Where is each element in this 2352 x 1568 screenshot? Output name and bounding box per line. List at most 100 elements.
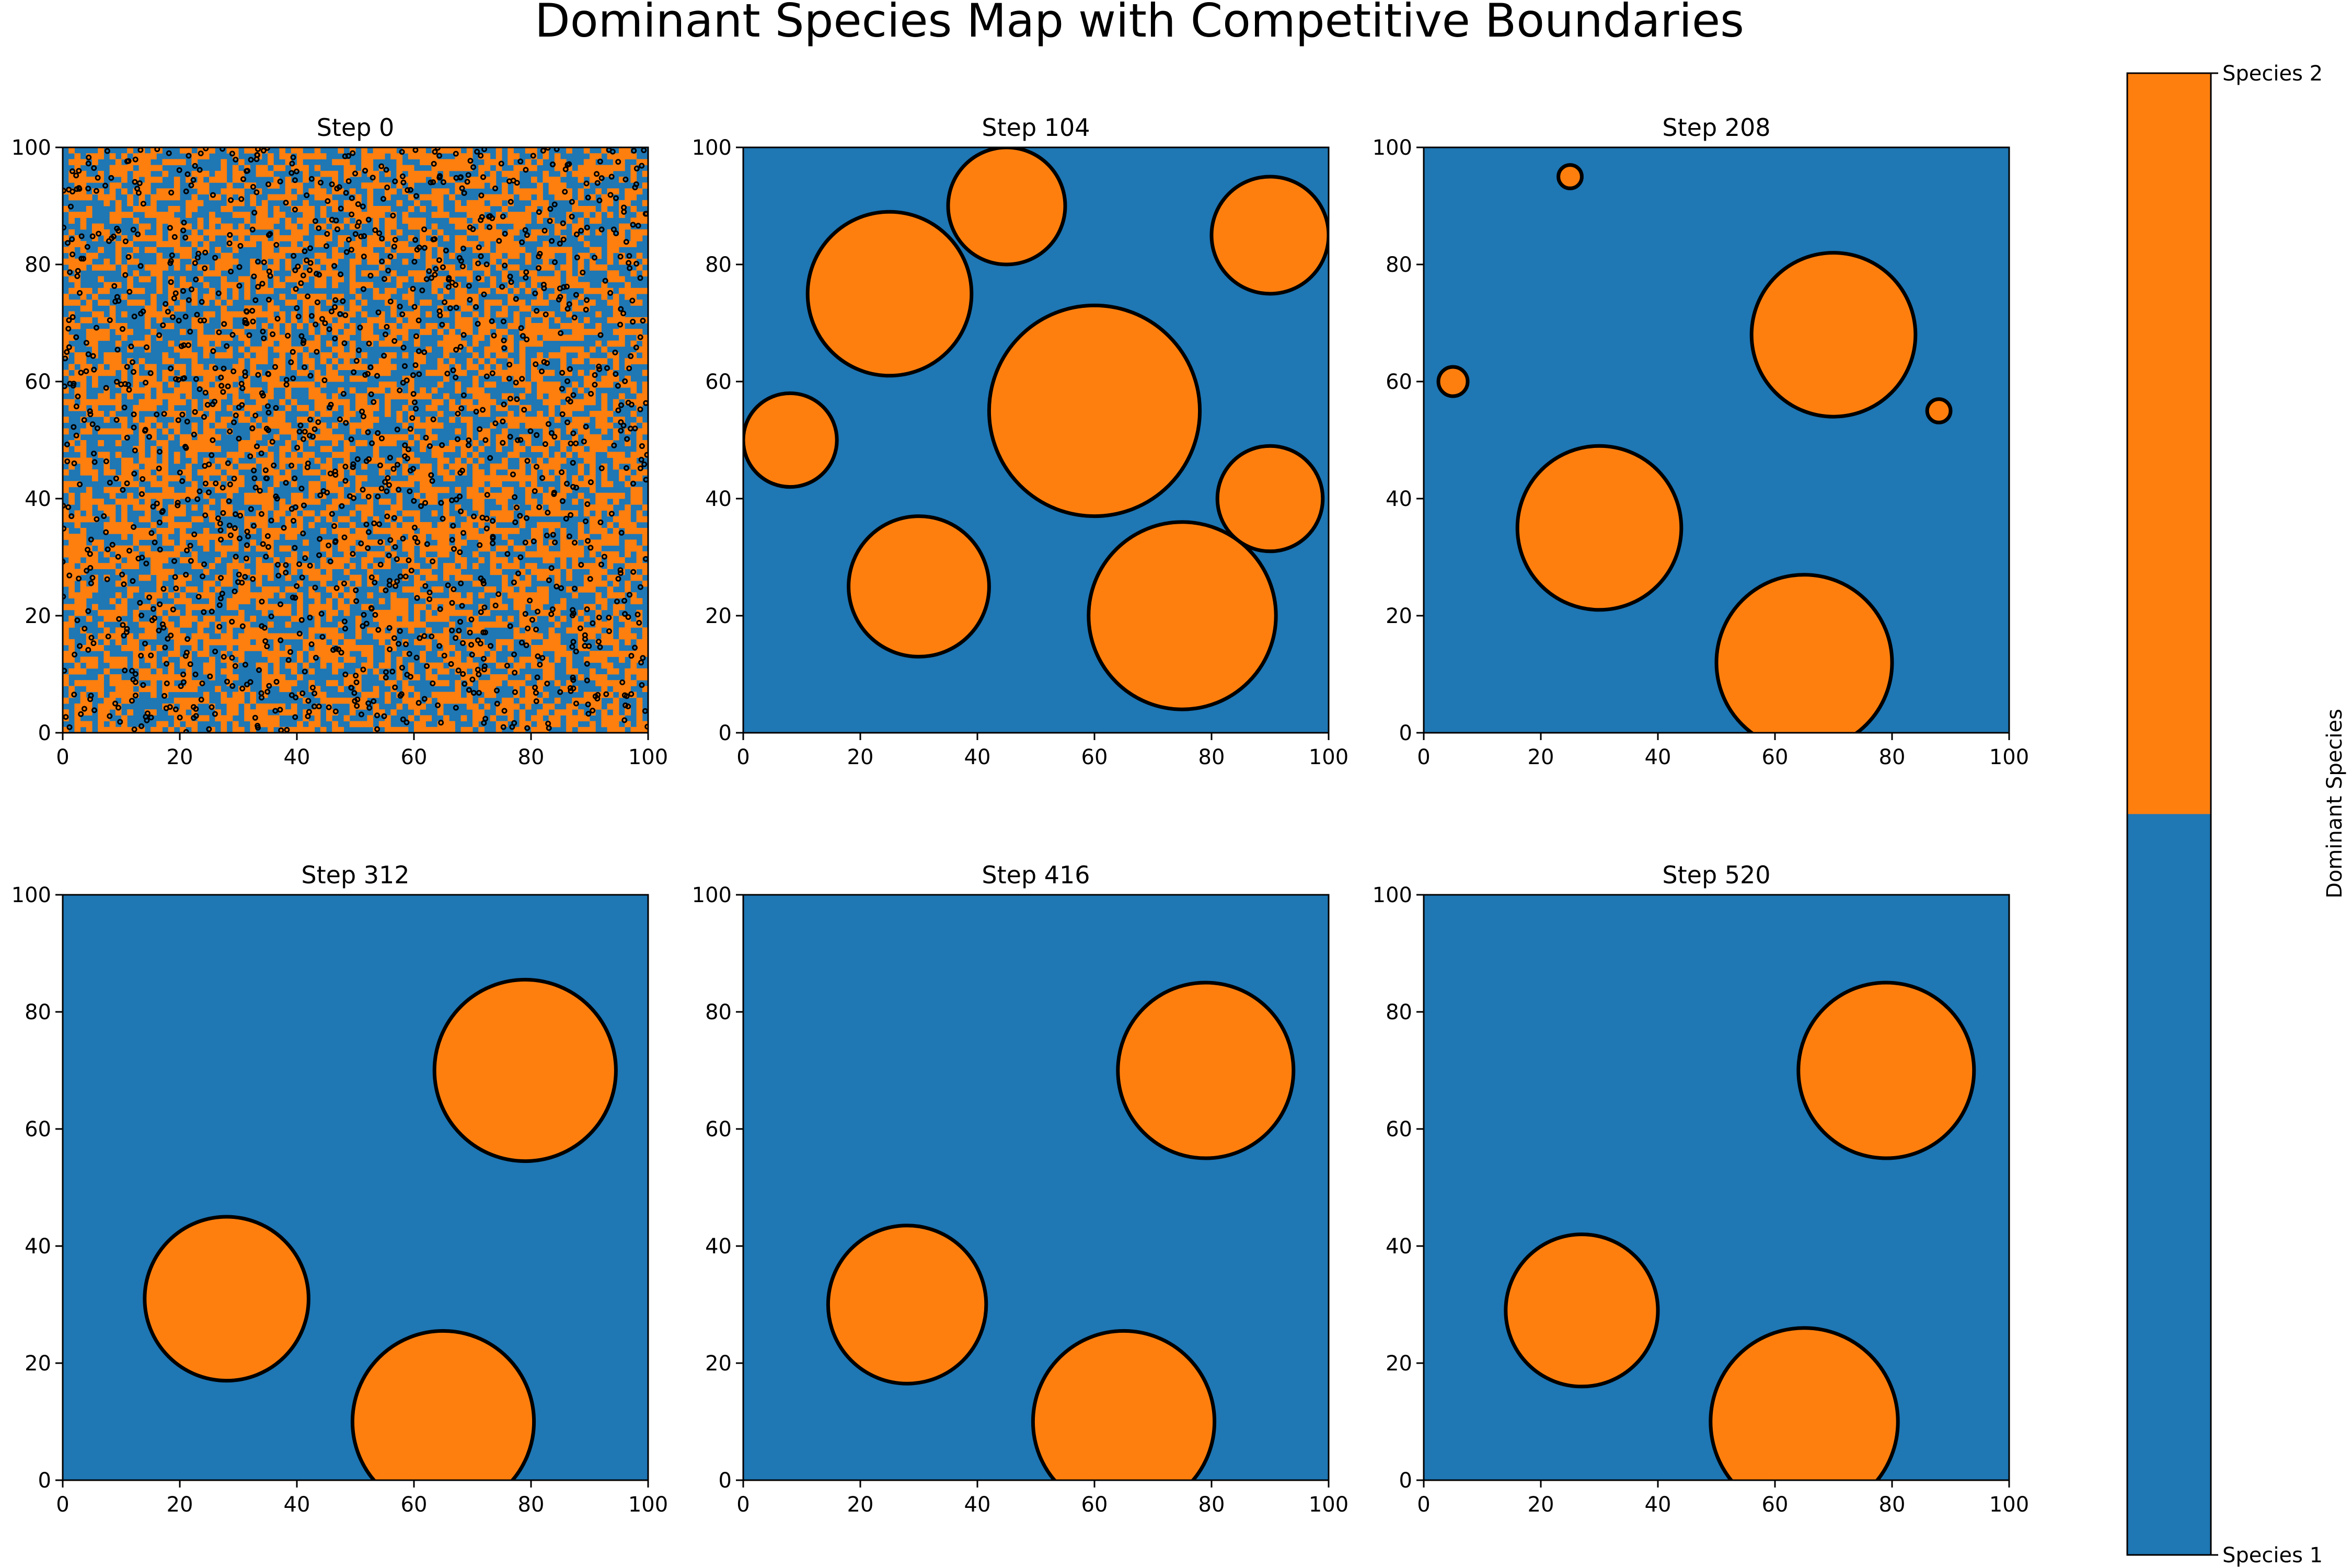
species-2-cell	[460, 574, 467, 581]
species-2-cell	[115, 217, 122, 224]
species-2-cell	[268, 287, 274, 294]
species-2-cell	[425, 264, 432, 271]
species-2-cell	[519, 393, 526, 400]
species-2-cell	[121, 680, 128, 686]
species-2-cell	[537, 662, 543, 669]
species-2-cell	[437, 586, 444, 593]
species-2-cell	[625, 428, 631, 435]
species-2-cell	[174, 177, 180, 183]
species-2-cell	[74, 177, 81, 183]
species-2-cell	[425, 329, 432, 335]
species-2-cell	[261, 709, 268, 716]
species-2-cell	[279, 417, 286, 423]
species-2-cell	[385, 545, 391, 552]
species-2-cell	[92, 405, 98, 411]
species-2-cell	[537, 522, 543, 528]
species-2-cell	[215, 586, 221, 593]
species-2-cell	[455, 387, 462, 394]
species-2-cell	[133, 463, 140, 470]
species-2-cell	[349, 223, 356, 230]
species-2-cell	[431, 528, 438, 534]
species-2-cell	[437, 188, 444, 195]
species-2-cell	[250, 264, 257, 271]
species-2-cell	[314, 499, 321, 505]
species-2-cell	[595, 252, 602, 259]
species-2-cell	[478, 170, 485, 177]
species-2-cell	[180, 715, 186, 722]
species-2-cell	[68, 241, 75, 247]
species-2-cell	[554, 352, 561, 359]
species-2-cell	[338, 586, 344, 593]
species-2-cell	[308, 481, 315, 488]
species-2-cell	[238, 364, 245, 371]
species-2-cell	[595, 382, 602, 388]
species-2-cell	[601, 463, 608, 470]
species-2-cell	[238, 170, 245, 177]
species-2-cell	[285, 299, 292, 306]
species-2-cell	[367, 422, 374, 429]
species-2-cell	[455, 557, 462, 563]
species-2-cell	[268, 387, 274, 394]
species-2-cell	[151, 235, 157, 241]
species-2-cell	[326, 715, 332, 722]
species-2-cell	[625, 545, 631, 552]
species-2-cell	[466, 457, 473, 464]
species-2-cell	[455, 680, 462, 686]
species-2-cell	[273, 586, 280, 593]
species-2-cell	[203, 580, 210, 587]
species-2-cell	[519, 417, 526, 423]
species-2-cell	[502, 586, 508, 593]
species-2-cell	[308, 153, 315, 159]
species-2-cell	[420, 276, 426, 283]
species-2-cell	[355, 194, 362, 201]
species-2-cell	[595, 621, 602, 628]
species-2-cell	[273, 194, 280, 201]
species-2-cell	[250, 346, 257, 353]
species-2-cell	[466, 492, 473, 499]
species-2-cell	[343, 446, 350, 452]
species-2-cell	[291, 633, 297, 640]
species-2-cell	[367, 499, 374, 505]
species-2-cell	[455, 528, 462, 534]
species-2-cell	[349, 352, 356, 359]
species-2-cell	[437, 200, 444, 206]
species-2-cell	[478, 411, 485, 417]
species-2-cell	[531, 370, 537, 376]
species-2-cell	[261, 446, 268, 452]
species-2-cell	[74, 727, 81, 733]
species-2-cell	[186, 387, 192, 394]
species-2-cell	[472, 200, 479, 206]
species-2-cell	[238, 188, 245, 195]
species-2-cell	[455, 457, 462, 464]
species-2-cell	[373, 270, 379, 276]
species-2-cell	[385, 557, 391, 563]
species-2-cell	[297, 229, 303, 236]
species-2-cell	[186, 440, 192, 446]
species-2-cell	[531, 645, 537, 651]
species-2-cell	[466, 428, 473, 435]
species-2-cell	[63, 709, 69, 716]
species-2-cell	[572, 335, 579, 341]
species-2-cell	[390, 609, 397, 616]
species-2-cell	[607, 252, 614, 259]
species-2-cell	[373, 668, 379, 675]
species-2-cell	[197, 329, 204, 335]
species-2-cell	[68, 457, 75, 464]
species-2-cell	[449, 270, 455, 276]
species-2-cell	[525, 487, 532, 493]
species-2-cell	[355, 627, 362, 634]
species-2-cell	[261, 311, 268, 318]
species-2-cell	[168, 674, 175, 681]
species-2-cell	[630, 475, 637, 481]
species-2-cell	[425, 715, 432, 722]
species-2-cell	[308, 422, 315, 429]
species-2-cell	[543, 639, 549, 645]
species-2-cell	[420, 656, 426, 663]
species-2-cell	[314, 282, 321, 289]
species-2-cell	[472, 528, 479, 534]
species-2-cell	[554, 282, 561, 289]
species-2-cell	[151, 534, 157, 540]
species-2-cell	[472, 258, 479, 265]
species-2-cell	[613, 592, 619, 598]
species-2-cell	[537, 340, 543, 347]
